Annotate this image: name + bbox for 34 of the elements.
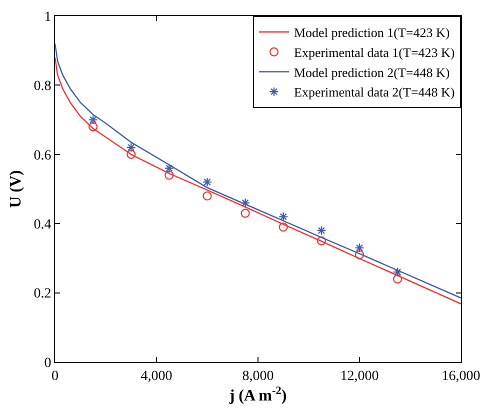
point — [88, 122, 98, 132]
y-tick-label: 1 — [44, 10, 52, 25]
point — [164, 170, 174, 180]
x-tick-label: 12,000 — [340, 368, 379, 384]
point — [202, 177, 212, 187]
point — [126, 142, 136, 152]
point — [88, 115, 98, 125]
y-tick-label: 0.6 — [34, 148, 52, 164]
y-axis-title: U (V) — [8, 170, 25, 208]
point — [392, 267, 402, 277]
y-tick-label: 0.2 — [34, 286, 52, 302]
point — [316, 236, 326, 246]
x-tick-label: 4,000 — [140, 368, 172, 384]
point — [202, 191, 212, 201]
x-axis-title: j (A m$^{-2}$) — [228, 384, 287, 404]
x-tick-label: 16,000 — [442, 368, 480, 384]
point — [126, 150, 136, 159]
point — [278, 212, 288, 222]
point — [240, 208, 250, 218]
legend-label: Experimental data 1(T=423 K) — [294, 44, 455, 60]
y-tick-label: 0.8 — [34, 79, 52, 94]
y-tick-label: 0.4 — [34, 218, 52, 232]
point — [392, 274, 402, 284]
legend-label: Model prediction 1(T=423 K) — [294, 25, 450, 40]
point — [354, 243, 364, 253]
legend-label: Experimental data 2(T=448 K) — [294, 84, 455, 100]
point — [278, 222, 288, 232]
legend-label: Model prediction 2(T=448 K) — [294, 64, 450, 80]
x-tick-label: 8,000 — [242, 368, 274, 384]
point — [354, 250, 364, 260]
y-tick-label: 0 — [44, 356, 52, 371]
point — [240, 198, 250, 208]
point — [316, 226, 326, 236]
point — [164, 163, 174, 174]
